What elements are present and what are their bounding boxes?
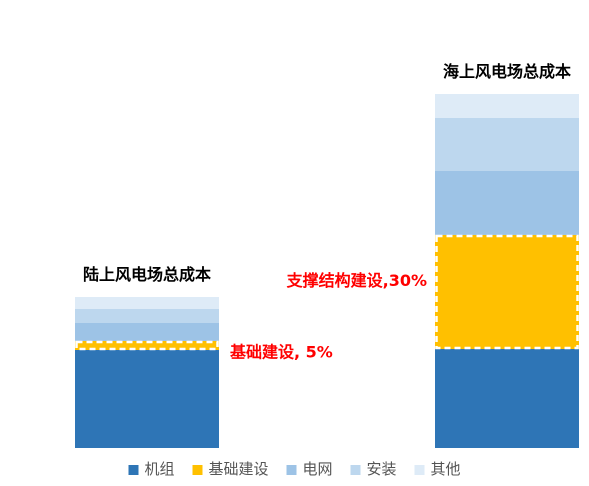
bar-segment-cat0-series-1 xyxy=(75,341,219,350)
bar-segment-cat0-series-3 xyxy=(75,309,219,323)
legend-swatch-1 xyxy=(192,465,203,475)
bar-segment-cat1-series-1 xyxy=(435,235,579,349)
category-label-1: 海上风电场总成本 xyxy=(443,62,571,81)
annotation-label-1: 支撑结构建设,30% xyxy=(286,271,427,290)
legend-label-4: 其他 xyxy=(431,460,461,478)
legend-label-0: 机组 xyxy=(145,460,175,478)
category-label-0: 陆上风电场总成本 xyxy=(83,265,211,284)
legend-label-3: 安装 xyxy=(367,460,397,478)
legend-swatch-0 xyxy=(128,465,139,475)
bar-segment-cat1-series-4 xyxy=(435,94,579,118)
highlight-outline-cat1 xyxy=(435,234,579,350)
annotation-label-0: 基础建设, 5% xyxy=(229,343,333,362)
bar-segment-cat1-series-0 xyxy=(435,349,579,448)
bar-segment-cat1-series-2 xyxy=(435,171,579,235)
highlight-outline-cat0 xyxy=(75,340,219,351)
bar-segment-cat0-series-2 xyxy=(75,323,219,341)
bar-segment-cat0-series-4 xyxy=(75,297,219,309)
legend-label-1: 基础建设 xyxy=(209,460,269,478)
legend-label-2: 电网 xyxy=(303,460,333,478)
bar-segment-cat1-series-3 xyxy=(435,118,579,171)
legend-swatch-3 xyxy=(350,465,361,475)
legend-swatch-2 xyxy=(286,465,297,475)
legend-swatch-4 xyxy=(414,465,425,475)
bar-segment-cat0-series-0 xyxy=(75,350,219,448)
